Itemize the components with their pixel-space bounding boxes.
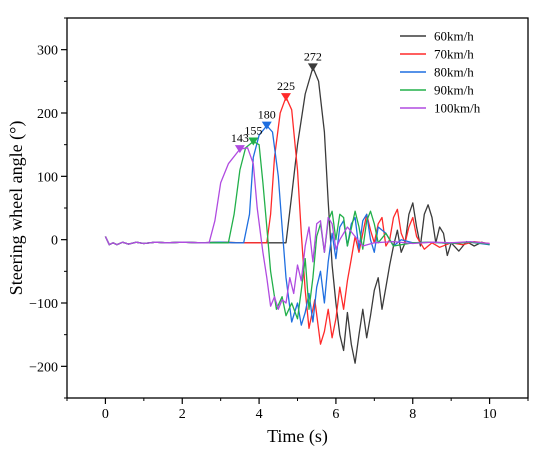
x-tick-label: 8 <box>409 407 416 422</box>
legend-label: 100km/h <box>434 101 481 116</box>
y-tick-label: −200 <box>29 360 58 375</box>
legend-item-80km-h: 80km/h <box>400 65 474 80</box>
y-tick-label: 0 <box>51 234 58 249</box>
y-tick-label: −100 <box>29 297 58 312</box>
peak-marker-90km-h <box>248 137 259 146</box>
x-tick-label: 2 <box>179 407 186 422</box>
peak-marker-70km-h <box>280 93 291 102</box>
legend-label: 90km/h <box>434 83 474 98</box>
legend: 60km/h 70km/h 80km/h 90km/h 100km/h <box>400 29 481 116</box>
legend-label: 80km/h <box>434 65 474 80</box>
legend-item-70km-h: 70km/h <box>400 47 474 62</box>
legend-item-60km-h: 60km/h <box>400 29 474 44</box>
peak-label-80km-h: 180 <box>258 108 276 122</box>
plot-lines <box>104 66 490 364</box>
peak-marker-100km-h <box>234 145 245 154</box>
peak-label-60km-h: 272 <box>304 49 322 63</box>
peak-marker-60km-h <box>307 63 318 72</box>
x-tick-label: 6 <box>332 407 339 422</box>
y-axis-title: Steering wheel angle (°) <box>6 121 27 296</box>
x-tick-label: 4 <box>256 407 263 422</box>
peak-marker-80km-h <box>261 121 272 130</box>
peak-label-70km-h: 225 <box>277 79 295 93</box>
series-line-100km-h <box>104 147 490 310</box>
x-tick-label: 10 <box>483 407 497 422</box>
legend-label: 70km/h <box>434 47 474 62</box>
y-axis-ticks: −200 −100 0 100 200 300 <box>29 17 67 399</box>
legend-item-90km-h: 90km/h <box>400 83 474 98</box>
y-tick-label: 300 <box>37 44 58 59</box>
peak-label-90km-h: 155 <box>244 124 262 138</box>
y-tick-label: 200 <box>37 107 58 122</box>
x-axis-ticks: 0 2 4 6 8 10 <box>66 398 529 422</box>
peak-label-100km-h: 143 <box>231 131 249 145</box>
legend-label: 60km/h <box>434 29 474 44</box>
x-tick-label: 0 <box>102 407 109 422</box>
y-tick-label: 100 <box>37 170 58 185</box>
legend-item-100km-h: 100km/h <box>400 101 481 116</box>
x-axis-title: Time (s) <box>267 426 328 447</box>
